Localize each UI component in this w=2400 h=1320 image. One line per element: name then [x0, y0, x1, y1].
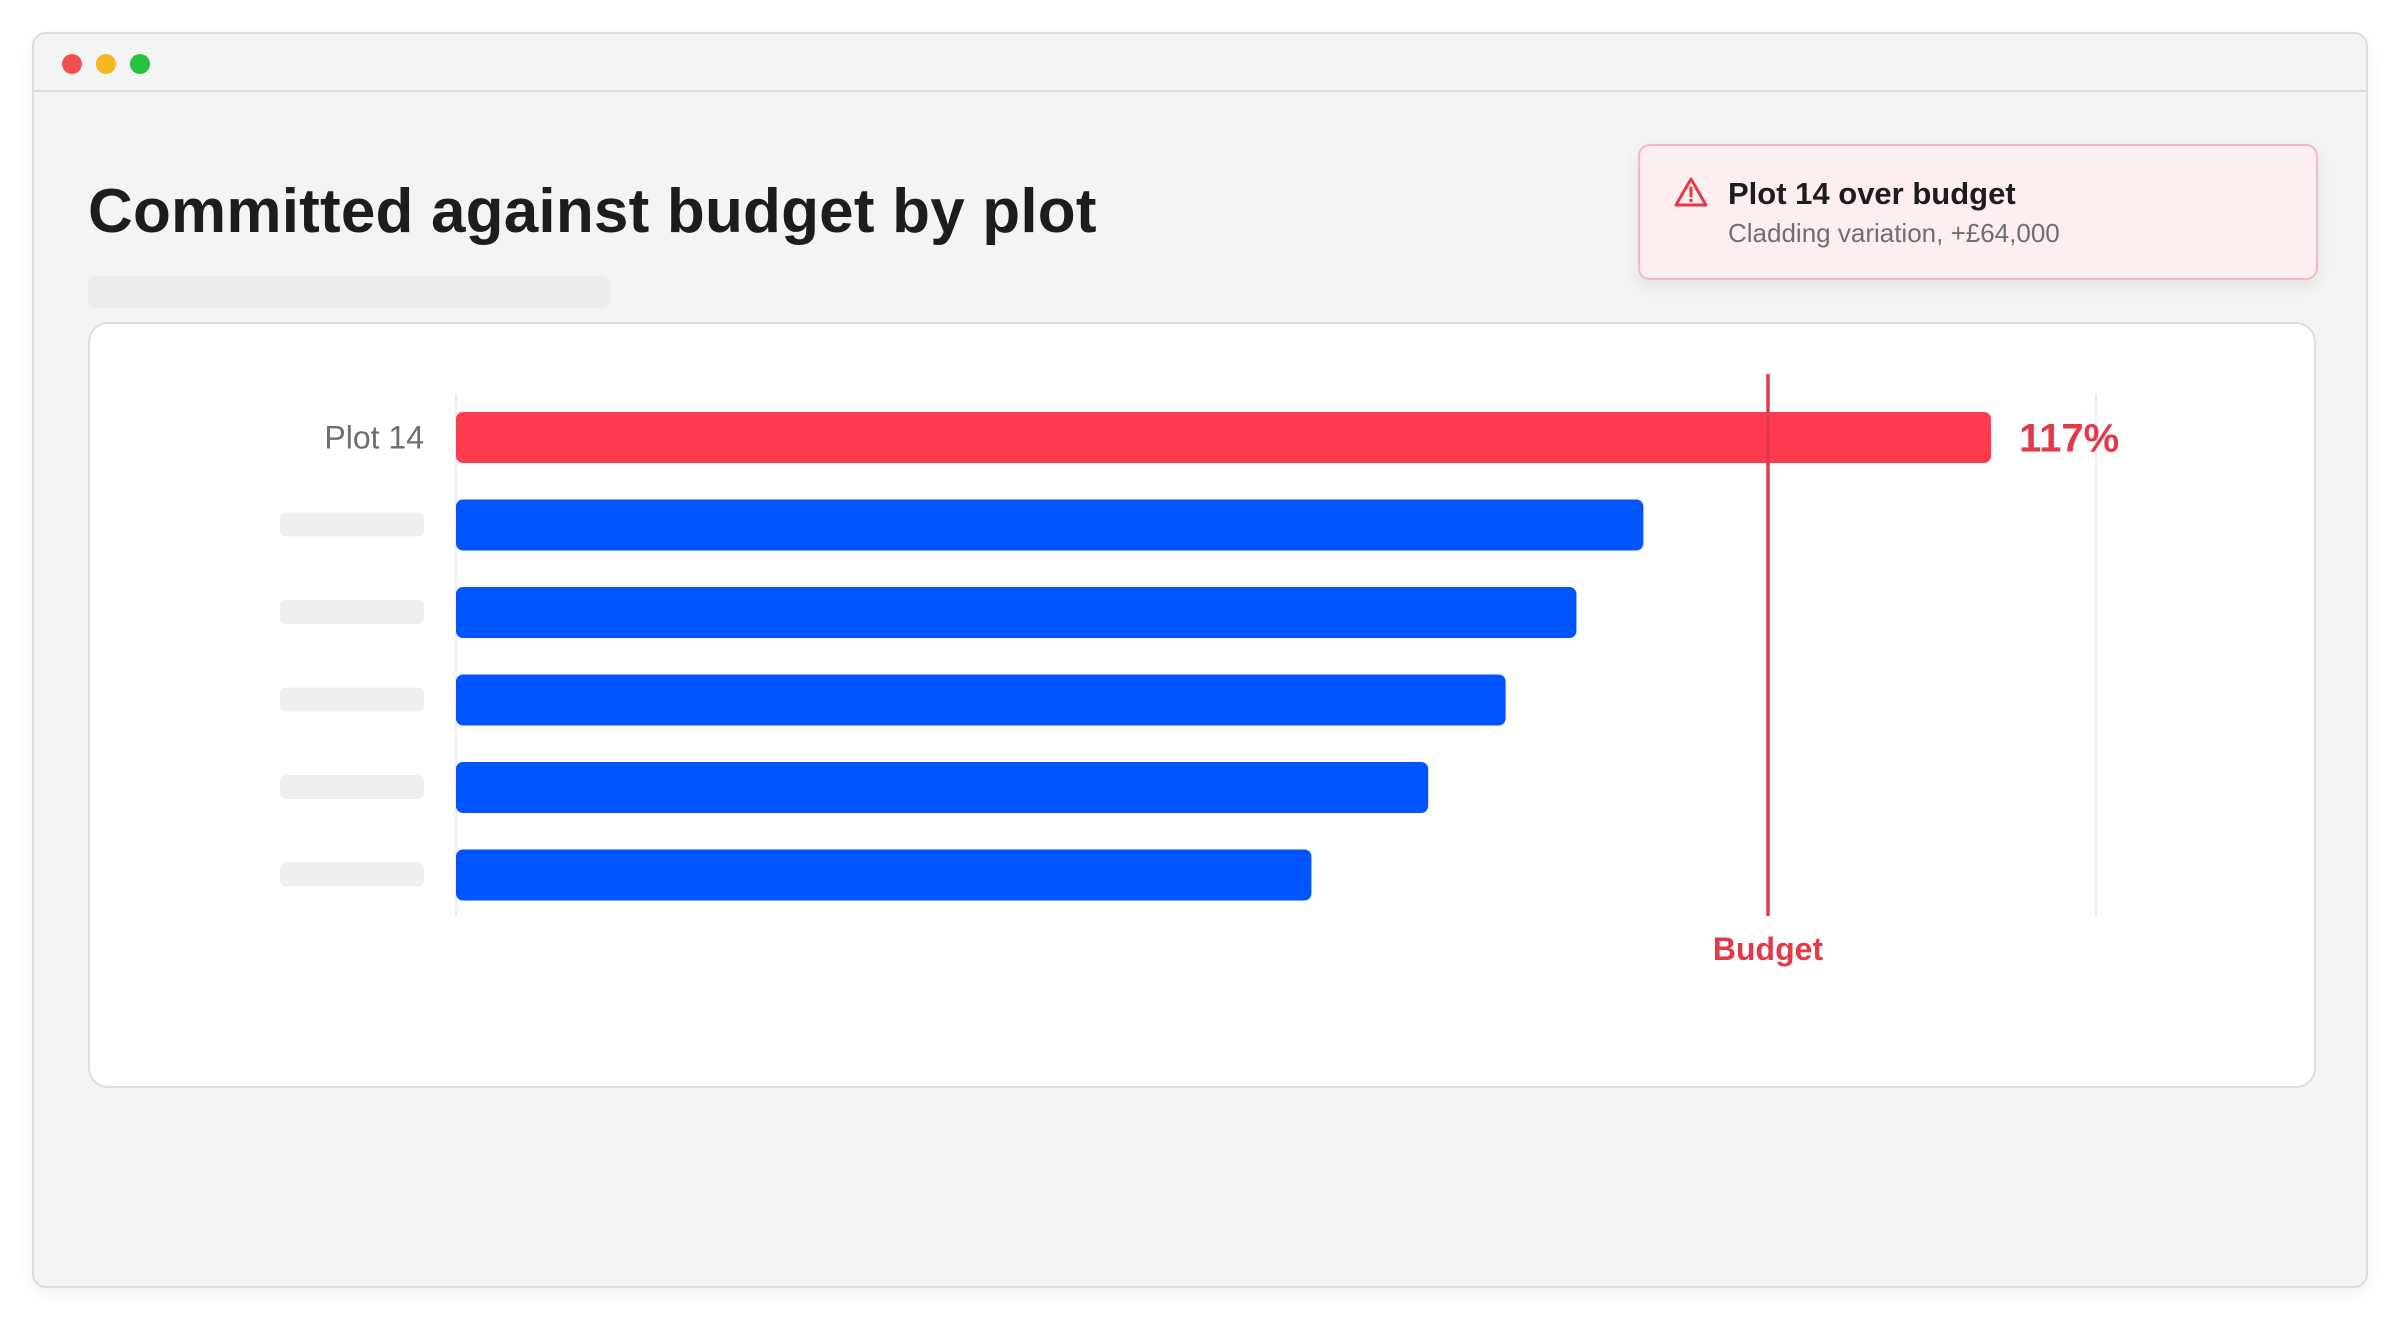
alert-detail: Cladding variation, +£64,000 — [1728, 218, 2060, 248]
category-label-placeholder — [280, 512, 424, 537]
minimize-window-button[interactable] — [96, 54, 116, 74]
category-label-placeholder — [280, 775, 424, 799]
window-titlebar — [34, 34, 2366, 92]
bar — [456, 587, 1577, 638]
category-label-placeholder — [280, 600, 424, 624]
app-window: Committed against budget by plot Plot 14… — [32, 32, 2368, 1288]
chart-card: Plot 14 117% Budget — [88, 322, 2316, 1088]
alert-title: Plot 14 over budget — [1728, 176, 2016, 211]
category-label-placeholder — [280, 687, 424, 712]
category-label-placeholder — [280, 862, 424, 887]
bar-value-label: 117% — [2019, 417, 2119, 461]
close-window-button[interactable] — [62, 54, 82, 74]
bar — [456, 762, 1429, 813]
subtitle-placeholder — [88, 276, 610, 308]
bar — [456, 674, 1506, 726]
category-label: Plot 14 — [324, 420, 424, 456]
over-budget-alert[interactable]: Plot 14 over budget Cladding variation, … — [1638, 144, 2318, 280]
maximize-window-button[interactable] — [130, 54, 150, 74]
warning-triangle-icon — [1674, 177, 1708, 207]
bar-chart: Plot 14 117% Budget — [280, 374, 2119, 967]
bar — [456, 849, 1312, 901]
bar-over-budget — [456, 412, 1992, 463]
budget-reference-label: Budget — [1713, 931, 1824, 967]
page-title: Committed against budget by plot — [88, 177, 1097, 246]
bar — [456, 499, 1644, 551]
